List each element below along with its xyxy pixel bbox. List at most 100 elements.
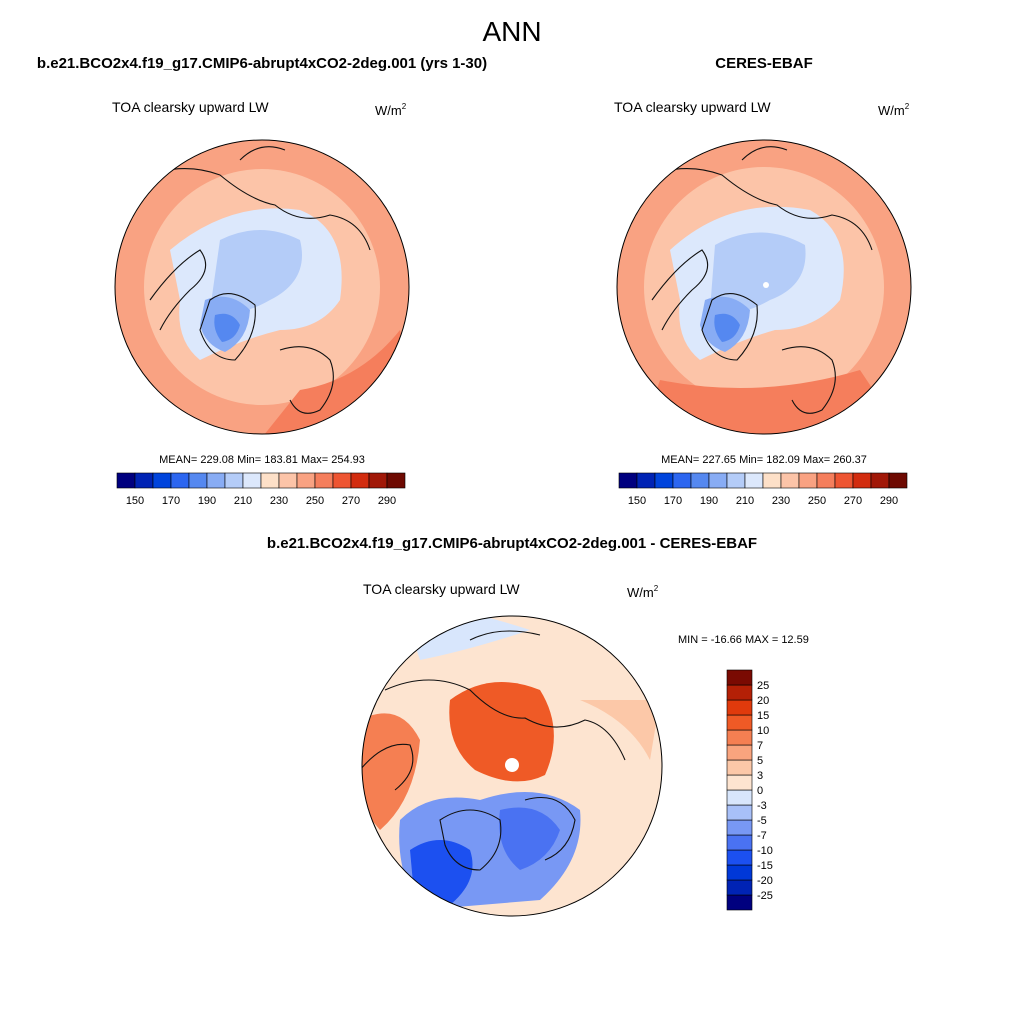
panel-diff-colorbar-swatch [726,804,753,821]
panel-diff-map-border [361,615,663,917]
panel-obs-colorbar-swatch [798,472,818,489]
panel-obs-coast-eurasia [636,168,873,251]
panel-obs-colorbar-swatch [672,472,692,489]
panel-diff-colorbar-swatch [726,774,753,791]
panel-diff-field-cold-greenland [499,807,560,870]
panel-obs-map-border [616,139,912,435]
panel-model-colorbar: 150 170 190 210 230 250 270 290 [116,472,406,507]
panel-obs-colorbar-swatch [834,472,854,489]
panel-diff-colorbar-tick-label: -7 [757,830,767,842]
panel-diff-colorbar: 25 20 15 10 7 5 3 0 -3 -5 -7 -10 -15 -20 -25 [726,669,773,911]
panel-diff: b.e21.BCO2x4.f19_g17.CMIP6-abrupt4xCO2-2… [267,535,809,917]
panel-obs-variable: TOA clearsky upward LW [614,99,771,115]
panel-model-field-cold-arctic [210,230,302,314]
panel-obs-colorbar-tick-label: 250 [808,495,826,507]
panel-obs-colorbar-tick-label: 270 [844,495,862,507]
panel-model-colorbar-swatch [260,472,280,489]
panel-model-colorbar-swatch [350,472,370,489]
panel-diff-colorbar-tick-label: 5 [757,755,763,767]
panel-diff-coast-eurasia [384,679,626,761]
panel-model-title: b.e21.BCO2x4.f19_g17.CMIP6-abrupt4xCO2-2… [37,55,487,72]
panel-obs-stats: MEAN= 227.65 Min= 182.09 Max= 260.37 [661,454,867,466]
panel-obs-units: W/m2 [878,102,910,118]
panel-obs-colorbar-swatch [690,472,710,489]
panel-obs-colorbar-tick-label: 190 [700,495,718,507]
panel-obs-colorbar-tick-label: 150 [628,495,646,507]
panel-obs-units-sup: 2 [905,102,910,111]
panel-diff-stats: MIN = -16.66 MAX = 12.59 [678,634,809,646]
panel-diff-title: b.e21.BCO2x4.f19_g17.CMIP6-abrupt4xCO2-2… [267,535,757,552]
panel-obs-colorbar-swatch [726,472,746,489]
panel-obs-colorbar: 150 170 190 210 230 250 270 290 [618,472,908,507]
panel-model-units-sup: 2 [402,102,407,111]
panel-model-colorbar-swatch [242,472,262,489]
panel-obs-field-cold-arctic [710,232,806,314]
panel-model-coast-eurasia [134,168,371,251]
panel-model-colorbar-tick-label: 190 [198,495,216,507]
panel-diff-colorbar-tick-label: -25 [757,890,773,902]
panel-diff-colorbar-swatch [726,879,753,896]
panel-diff-colorbar-tick-label: -15 [757,860,773,872]
panel-obs-colorbar-swatch [780,472,800,489]
panel-diff-field-warm-arctic [449,682,554,782]
panel-obs: CERES-EBAF TOA clearsky upward LW W/m2 M… [614,55,912,507]
panel-obs-colorbar-swatch [852,472,872,489]
figure-title: ANN [482,16,541,47]
panel-model-colorbar-swatch [332,472,352,489]
panel-diff-units-base: W/m [627,585,654,600]
panel-diff-colorbar-tick-label: 7 [757,740,763,752]
panel-diff-colorbar-swatch [726,669,753,686]
panel-obs-colorbar-swatch [636,472,656,489]
panel-diff-colorbar-swatch [726,819,753,836]
panel-obs-colorbar-swatch [744,472,764,489]
panel-diff-field-warm-east [580,700,660,760]
panel-obs-pole-gap [763,282,769,288]
panel-obs-coast-canada [651,249,709,331]
panel-obs-title: CERES-EBAF [715,55,813,72]
panel-model-stats: MEAN= 229.08 Min= 183.81 Max= 254.93 [159,454,365,466]
panel-obs-colorbar-swatch [762,472,782,489]
panel-diff-colorbar-tick-label: 3 [757,770,763,782]
panel-model-map-border [114,139,410,435]
panel-model-units: W/m2 [375,102,407,118]
panel-diff-colorbar-swatch [726,849,753,866]
panel-diff-units-sup: 2 [654,584,659,593]
panel-diff-colorbar-swatch [726,684,753,701]
panel-diff-colorbar-swatch [726,834,753,851]
panel-model-colorbar-swatch [296,472,316,489]
panel-diff-colorbar-tick-label: -10 [757,845,773,857]
panel-diff-coast-canada [524,796,576,861]
panel-diff-coastlines [362,630,626,871]
panel-model-colorbar-tick-label: 290 [378,495,396,507]
panel-diff-colorbar-swatch [726,894,753,911]
panel-diff-colorbar-tick-label: 10 [757,725,769,737]
panel-model-coast-greenland [199,293,256,361]
panel-diff-coast-siberia [469,630,541,641]
panel-model-coast-siberia [239,146,286,161]
panel-model-colorbar-tick-label: 270 [342,495,360,507]
panel-model-coast-canada [149,249,207,331]
panel-diff-colorbar-tick-label: 0 [757,785,763,797]
panel-diff-colorbar-tick-label: -20 [757,875,773,887]
panel-diff-pole-gap [505,758,519,772]
panel-diff-colorbar-swatch [726,759,753,776]
panel-diff-colorbar-swatch [726,864,753,881]
panel-model-colorbar-swatch [152,472,172,489]
panel-diff-variable: TOA clearsky upward LW [363,581,520,597]
panel-obs-coast-siberia [741,146,788,161]
panel-model-colorbar-tick-label: 230 [270,495,288,507]
panel-obs-units-base: W/m [878,103,905,118]
panel-model: b.e21.BCO2x4.f19_g17.CMIP6-abrupt4xCO2-2… [37,55,487,507]
panel-model-map [115,140,409,434]
panel-diff-units: W/m2 [627,584,659,600]
panel-obs-colorbar-tick-label: 290 [880,495,898,507]
panel-model-colorbar-swatch [278,472,298,489]
panel-obs-field-greenland-core [714,313,740,342]
panel-model-colorbar-swatch [224,472,244,489]
panel-model-colorbar-swatch [386,472,406,489]
panel-model-colorbar-tick-label: 150 [126,495,144,507]
panel-obs-coast-scandinavia [781,346,836,414]
panel-obs-colorbar-swatch [888,472,908,489]
panel-obs-colorbar-swatch [654,472,674,489]
